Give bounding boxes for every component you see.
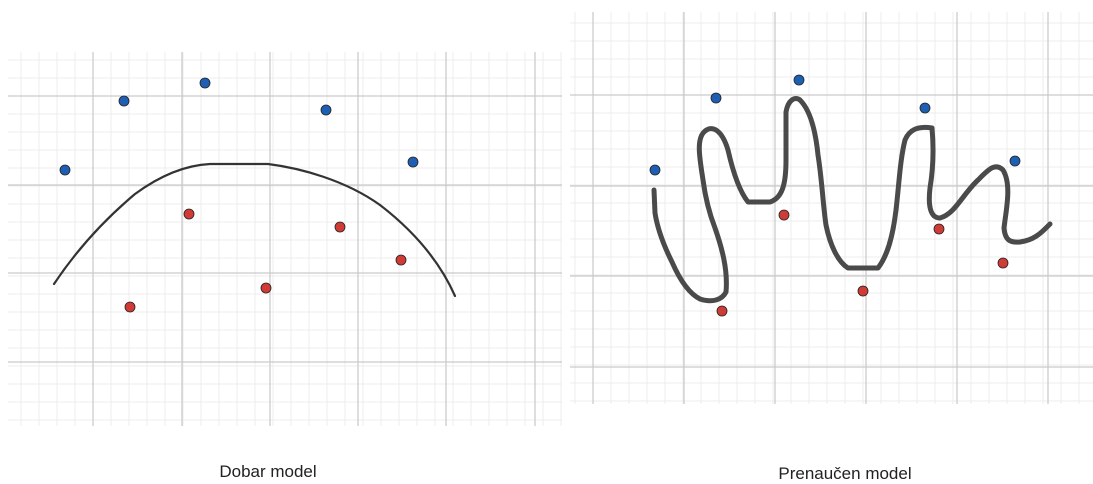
blue-point xyxy=(59,164,71,176)
right-grid xyxy=(570,12,1093,404)
blue-point xyxy=(793,74,805,86)
caption-overfit-model: Prenaučen model xyxy=(778,464,912,483)
blue-point xyxy=(649,164,661,176)
red-point xyxy=(716,305,728,317)
blue-point xyxy=(320,104,332,116)
red-point xyxy=(395,254,407,266)
red-point xyxy=(778,209,790,221)
blue-point xyxy=(118,95,130,107)
decision-boundary-overfit xyxy=(651,96,1053,304)
red-point xyxy=(183,208,195,220)
blue-point xyxy=(407,156,419,168)
caption-good-model: Dobar model xyxy=(219,462,317,481)
red-point xyxy=(933,223,945,235)
blue-point xyxy=(919,102,931,114)
decision-boundary-smooth xyxy=(52,162,457,298)
red-point xyxy=(997,257,1009,269)
red-point xyxy=(857,285,869,297)
red-point xyxy=(334,221,346,233)
left-grid xyxy=(8,52,562,426)
right-panel-overfit-model xyxy=(570,12,1093,404)
blue-point xyxy=(710,92,722,104)
left-panel-good-model xyxy=(8,52,562,426)
red-point xyxy=(260,282,272,294)
blue-point xyxy=(1009,155,1021,167)
red-point xyxy=(124,301,136,313)
blue-point xyxy=(199,77,211,89)
